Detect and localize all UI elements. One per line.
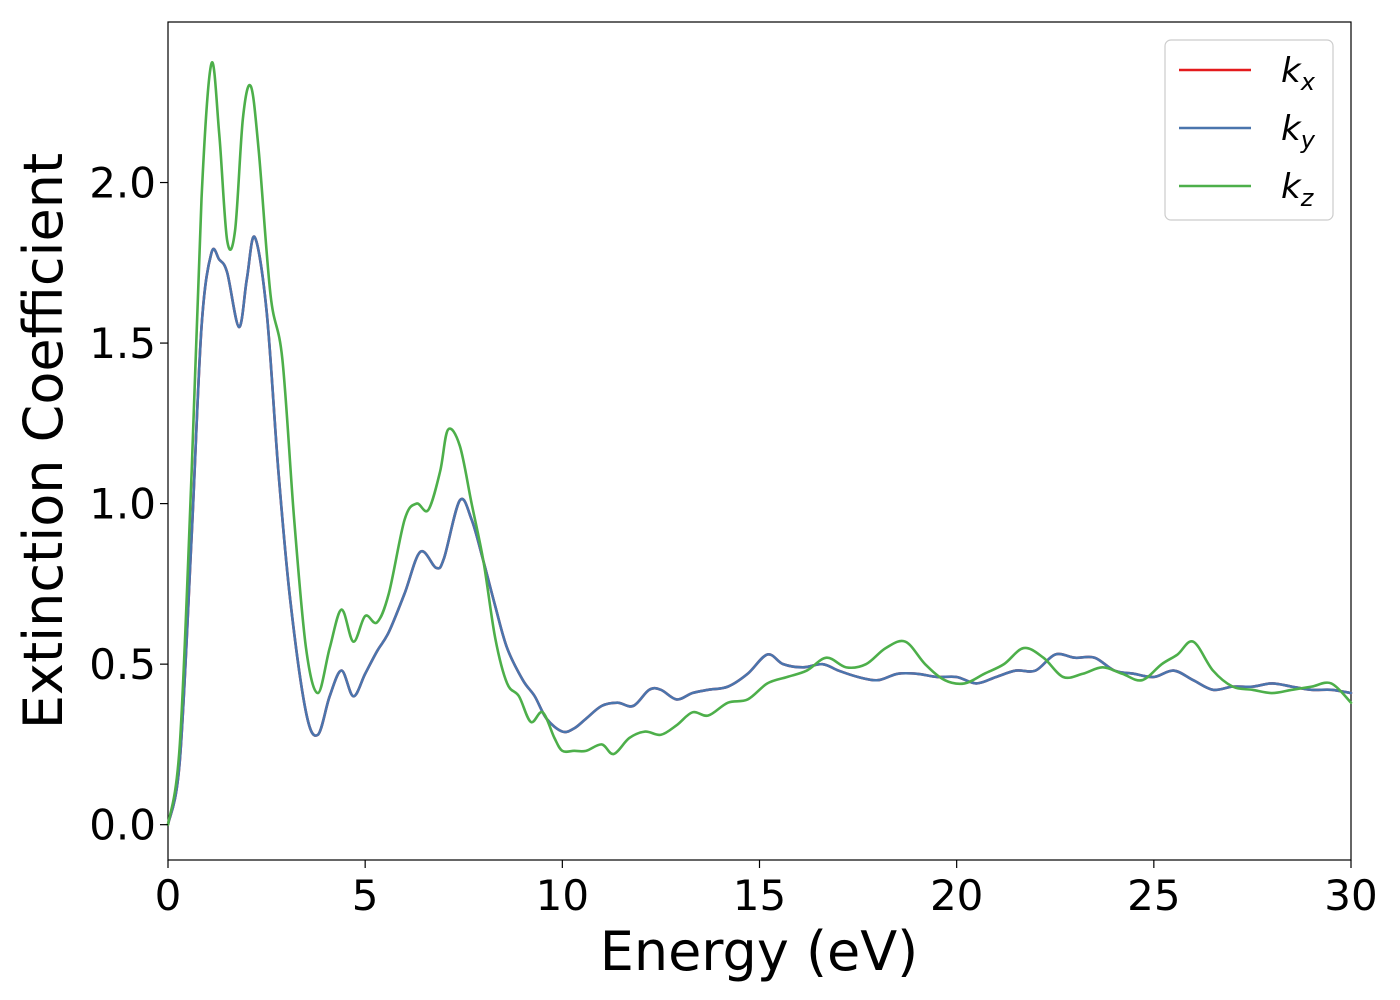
y-tick-label: 1.0 xyxy=(89,480,156,529)
series-lines xyxy=(166,61,1353,826)
series-line-kz xyxy=(166,61,1353,826)
axis-ticks: 0 5 10 15 20 25 30 0.0 0.5 1.0 1.5 2.0 xyxy=(89,159,1378,920)
series-line-ky xyxy=(166,235,1353,826)
x-tick-label: 5 xyxy=(352,871,379,920)
y-tick-label: 0.0 xyxy=(89,801,156,850)
x-tick-label: 15 xyxy=(733,871,786,920)
legend-label-kx: kx xyxy=(1281,51,1316,96)
x-tick-label: 20 xyxy=(930,871,983,920)
x-tick-label: 0 xyxy=(155,871,182,920)
y-tick-label: 0.5 xyxy=(89,640,156,689)
y-tick-label: 1.5 xyxy=(89,319,156,368)
x-tick-label: 25 xyxy=(1127,871,1180,920)
series-line-kx xyxy=(166,235,1353,826)
legend-box xyxy=(1164,39,1334,221)
legend-label-ky: ky xyxy=(1281,109,1316,154)
y-axis-label: Extinction Coefficient xyxy=(12,153,75,729)
x-tick-label: 10 xyxy=(536,871,589,920)
y-tick-label: 2.0 xyxy=(89,159,156,208)
x-axis-label: Energy (eV) xyxy=(600,920,919,983)
x-tick-label: 30 xyxy=(1324,871,1377,920)
